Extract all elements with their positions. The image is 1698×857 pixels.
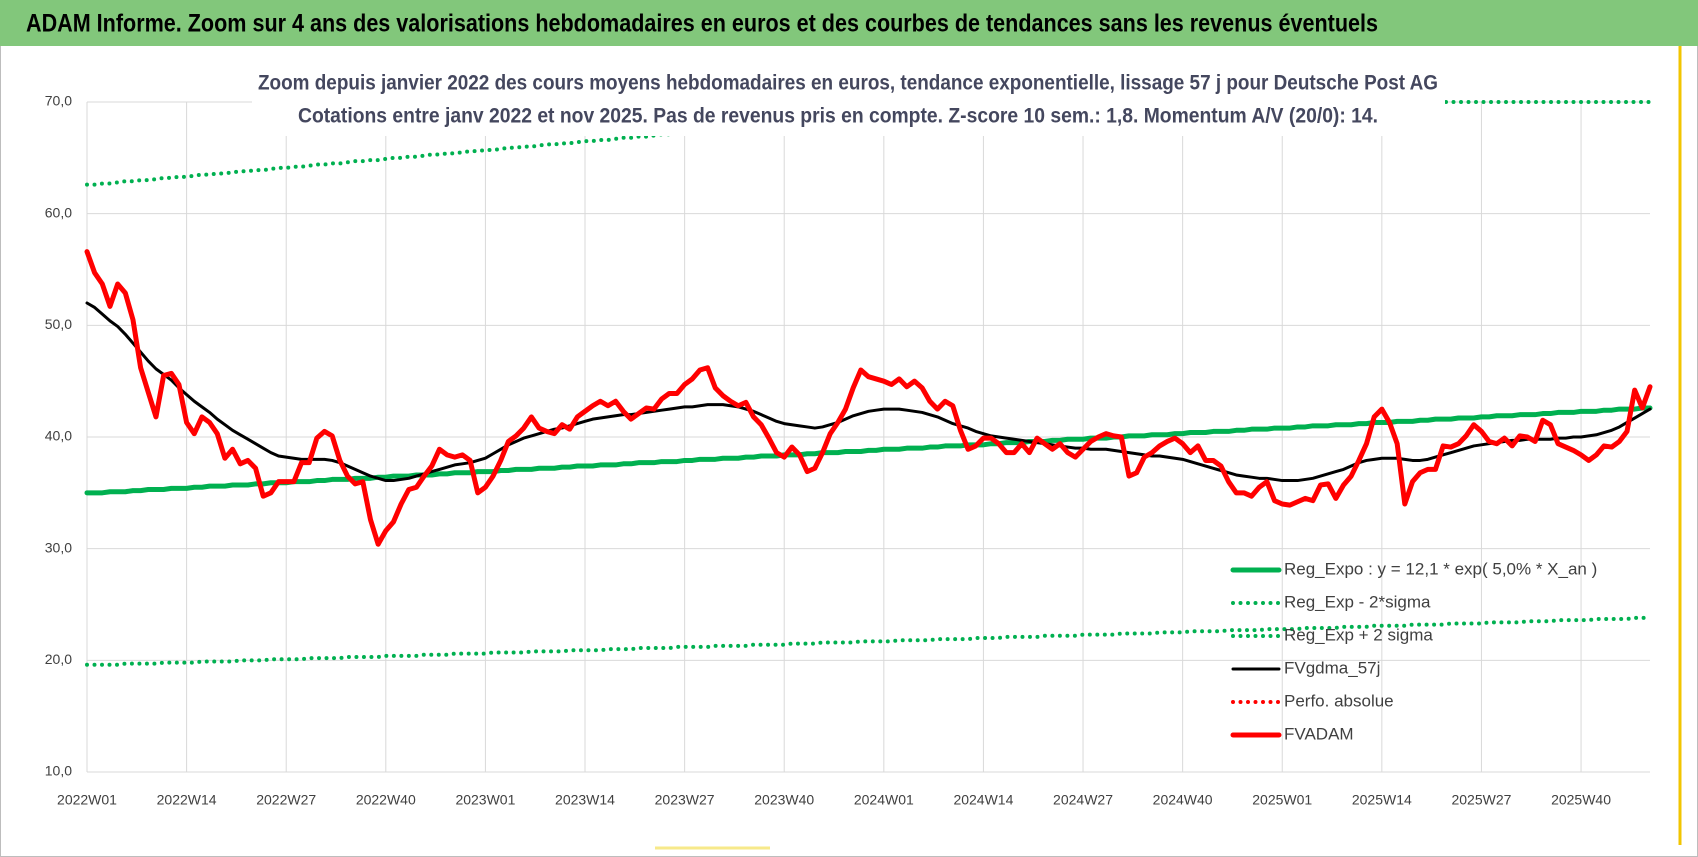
x-tick-label: 2022W01 xyxy=(57,792,117,808)
header-title: ADAM Informe. Zoom sur 4 ans des valoris… xyxy=(26,10,1378,38)
series-line xyxy=(84,249,1653,547)
legend-label: Perfo. absolue xyxy=(1284,691,1394,710)
y-tick-label: 20,0 xyxy=(45,651,72,667)
chart-subtitle: Cotations entre janv 2022 et nov 2025. P… xyxy=(298,105,1378,128)
legend-label: Reg_Exp + 2 sigma xyxy=(1284,625,1433,644)
x-tick-label: 2023W14 xyxy=(555,792,615,808)
header-band xyxy=(0,0,1698,46)
x-tick-label: 2024W01 xyxy=(854,792,914,808)
x-tick-label: 2023W40 xyxy=(754,792,814,808)
x-tick-label: 2022W27 xyxy=(256,792,316,808)
x-tick-label: 2022W14 xyxy=(157,792,217,808)
x-tick-label: 2025W27 xyxy=(1451,792,1511,808)
y-tick-label: 70,0 xyxy=(45,93,72,109)
legend-label: Reg_Expo : y = 12,1 * exp( 5,0% * X_an ) xyxy=(1284,559,1597,578)
series-line xyxy=(85,615,1652,667)
series-line xyxy=(85,301,1652,483)
legend-label: FVADAM xyxy=(1284,724,1354,743)
y-tick-label: 60,0 xyxy=(45,204,72,220)
x-tick-label: 2024W14 xyxy=(953,792,1013,808)
y-tick-label: 10,0 xyxy=(45,763,72,779)
x-tick-label: 2022W40 xyxy=(356,792,416,808)
x-tick-label: 2023W27 xyxy=(655,792,715,808)
x-tick-label: 2025W40 xyxy=(1551,792,1611,808)
x-tick-label: 2023W01 xyxy=(455,792,515,808)
y-tick-label: 50,0 xyxy=(45,316,72,332)
chart-title: Zoom depuis janvier 2022 des cours moyen… xyxy=(258,72,1438,95)
legend-label: FVgdma_57j xyxy=(1284,658,1380,677)
x-tick-label: 2024W40 xyxy=(1153,792,1213,808)
y-tick-label: 30,0 xyxy=(45,539,72,555)
title-box xyxy=(252,62,1445,136)
legend-label: Reg_Exp - 2*sigma xyxy=(1284,592,1431,611)
plot-area: 10,0 20,0 30,0 40,0 50,0 60,0 70,0 2022W01 2022W… xyxy=(45,93,1653,808)
x-tick-label: 2025W01 xyxy=(1252,792,1312,808)
y-tick-label: 40,0 xyxy=(45,428,72,444)
x-tick-label: 2024W27 xyxy=(1053,792,1113,808)
x-tick-label: 2025W14 xyxy=(1352,792,1412,808)
